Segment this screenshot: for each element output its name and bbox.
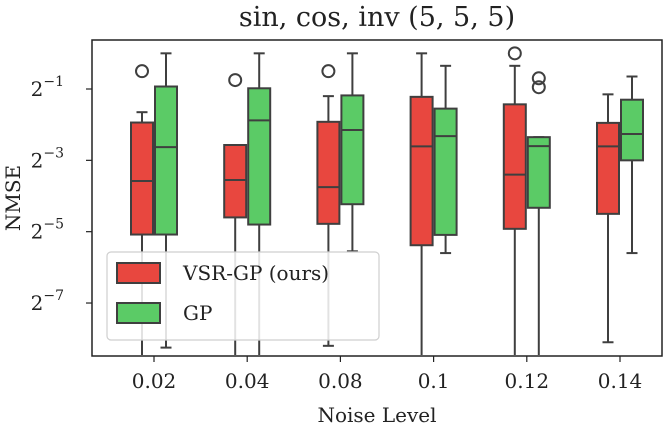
y-tick-base: 2 xyxy=(31,148,44,172)
y-axis-label: NMSE xyxy=(1,165,25,231)
outlier-point xyxy=(135,64,149,79)
iqr-box xyxy=(596,121,620,215)
chart-title: sin, cos, inv (5, 5, 5) xyxy=(239,2,515,33)
iqr-box xyxy=(526,136,551,209)
iqr-box xyxy=(620,98,644,162)
y-tick-exponent: −5 xyxy=(43,217,64,233)
x-tick-label: 0.14 xyxy=(598,369,643,393)
y-tick-exponent: −7 xyxy=(43,288,64,304)
y-tick-exponent: −1 xyxy=(43,74,64,90)
y-tick-base: 2 xyxy=(31,77,44,101)
outlier-point xyxy=(321,64,336,79)
box-vsr-gp-0.1 xyxy=(409,52,434,355)
iqr-box xyxy=(316,120,341,225)
box-vsr-gp-0.14 xyxy=(596,93,620,344)
y-tick-exponent: −3 xyxy=(43,145,64,161)
x-tick-label: 0.04 xyxy=(225,369,270,393)
iqr-box xyxy=(409,95,434,247)
y-tick-base: 2 xyxy=(31,220,44,244)
plot-frame xyxy=(91,39,663,357)
box-vsr-gp-0.04 xyxy=(223,73,248,355)
box-gp-0.08 xyxy=(340,52,365,253)
box-vsr-gp-0.12 xyxy=(502,46,527,355)
x-tick-label: 0.12 xyxy=(505,369,550,393)
y-tick-label: 2−5 xyxy=(31,217,64,244)
iqr-box xyxy=(340,94,365,206)
legend-swatch-vsr-gp xyxy=(116,262,161,284)
iqr-box xyxy=(154,85,178,236)
legend-frame xyxy=(106,251,380,341)
legend-label-gp: GP xyxy=(183,301,212,325)
outlier-point xyxy=(228,73,243,88)
box-gp-0.12 xyxy=(526,71,551,355)
outlier-point xyxy=(531,80,546,95)
iqr-box xyxy=(502,103,527,230)
x-tick-label: 0.02 xyxy=(132,369,177,393)
outlier-point xyxy=(531,71,546,86)
y-tick-label: 2−7 xyxy=(31,288,64,315)
x-axis-label: Noise Level xyxy=(317,403,436,427)
outlier-point xyxy=(507,46,522,61)
iqr-box xyxy=(130,121,154,236)
box-gp-0.14 xyxy=(620,75,644,255)
legend-label-vsr-gp: VSR-GP (ours) xyxy=(182,261,329,285)
iqr-box xyxy=(247,87,272,226)
y-axis: 2−12−32−52−7 xyxy=(31,74,92,315)
y-tick-label: 2−3 xyxy=(31,145,64,172)
x-tick-label: 0.1 xyxy=(418,369,450,393)
legend: VSR-GP (ours) GP xyxy=(106,251,380,341)
box-groups xyxy=(130,46,644,355)
iqr-box xyxy=(223,144,248,219)
iqr-box xyxy=(433,107,458,236)
y-tick-label: 2−1 xyxy=(31,74,64,101)
y-tick-base: 2 xyxy=(31,291,44,315)
legend-swatch-gp xyxy=(116,302,161,324)
x-axis: 0.02 0.04 0.08 0.1 0.12 0.14 xyxy=(132,356,643,393)
box-gp-0.1 xyxy=(433,64,458,255)
x-tick-label: 0.08 xyxy=(318,369,363,393)
